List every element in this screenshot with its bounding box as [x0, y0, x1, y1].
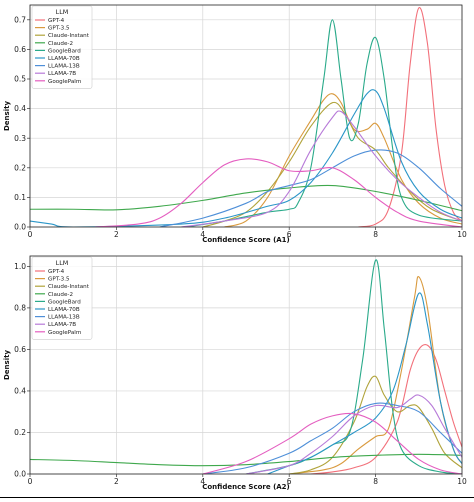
- y-tick-label: 0.6: [14, 45, 26, 54]
- legend-box: [31, 256, 93, 340]
- legend-entry: GooglePalm: [48, 79, 81, 85]
- y-tick-label: 0.2: [14, 163, 26, 172]
- legend-entry: LLAMA-13B: [48, 64, 80, 70]
- x-tick-label: 2: [114, 230, 119, 239]
- legend-entry: LLAMA-7B: [48, 71, 76, 77]
- x-tick-label: 8: [373, 230, 378, 239]
- y-tick-label: 0.8: [14, 304, 26, 313]
- series-line-llama-70b: [30, 89, 462, 227]
- x-tick-label: 10: [457, 477, 467, 486]
- x-tick-label: 4: [200, 230, 205, 239]
- x-tick-label: 4: [200, 477, 205, 486]
- panel-1: 0 2 4 6 8 10 0.0 0.1 0.2 0.3 0.4 0.5 0.6 0.7 Confidenc…: [3, 4, 467, 244]
- y-tick-label: 0.2: [14, 428, 26, 437]
- panel-2: 0 2 4 6 8 10 0.0 0.2 0.4 0.6 0.8 1.0 Confidence Scor…: [3, 255, 467, 491]
- x-tick-label: 8: [373, 477, 378, 486]
- series-line-gpt-4: [310, 344, 462, 474]
- legend-entry: LLAMA-70B: [48, 307, 80, 313]
- axes-frame: [29, 4, 463, 228]
- axes-frame: [29, 255, 463, 475]
- legend-box: [31, 5, 93, 89]
- y-tick-label: 0.4: [14, 104, 26, 113]
- series-line-googlepalm: [202, 412, 462, 474]
- x-tick-label: 6: [287, 477, 292, 486]
- legend-entry: GPT-4: [48, 269, 65, 275]
- legend-entry: GoogleBard: [48, 299, 81, 305]
- x-tick-label: 6: [287, 230, 292, 239]
- legend-entry: GPT-3.5: [48, 26, 70, 32]
- legend-title: LLM: [56, 8, 69, 16]
- y-tick-label: 0.3: [14, 134, 26, 143]
- y-axis-label: Density: [3, 101, 11, 131]
- legend-entry: Claude-2: [48, 292, 73, 298]
- legend-entry: Claude-Instant: [48, 33, 90, 39]
- legend-entry: GPT-3.5: [48, 277, 70, 283]
- y-tick-label: 0.5: [14, 75, 26, 84]
- legend: LLMGPT-4GPT-3.5Claude-InstantClaude-2Goo…: [31, 256, 93, 340]
- series-line-llama-70b: [267, 292, 462, 474]
- y-axis-label: Density: [3, 350, 11, 380]
- legend: LLMGPT-4GPT-3.5Claude-InstantClaude-2Goo…: [31, 5, 93, 89]
- legend-entry: LLAMA-7B: [48, 322, 76, 328]
- y-tick-label: 0.0: [14, 470, 26, 479]
- y-tick-label: 0.4: [14, 387, 26, 396]
- y-tick-label: 0.6: [14, 345, 26, 354]
- x-tick-label: 2: [114, 477, 119, 486]
- x-axis-label: Confidence Score (A1): [202, 236, 290, 244]
- legend-entry: GPT-4: [48, 18, 65, 24]
- series-line-llama-7b: [245, 394, 462, 474]
- legend-entry: LLAMA-70B: [48, 56, 80, 62]
- y-tick-label: 1.0: [14, 262, 26, 271]
- x-tick-label: 10: [457, 230, 467, 239]
- series-line-claude-2: [30, 453, 462, 467]
- series-line-googlepalm: [94, 158, 462, 227]
- legend-entry: Claude-Instant: [48, 284, 90, 290]
- legend-entry: GooglePalm: [48, 330, 81, 336]
- legend-title: LLM: [56, 259, 69, 267]
- series-line-llama-13b: [202, 402, 462, 474]
- plot-area: [30, 5, 462, 227]
- y-tick-label: 0.7: [14, 15, 26, 24]
- y-tick-label: 0.1: [14, 193, 26, 202]
- series-line-llama-7b: [181, 110, 462, 227]
- legend-entry: GoogleBard: [48, 48, 81, 54]
- x-tick-label: 0: [28, 477, 33, 486]
- x-tick-label: 0: [28, 230, 33, 239]
- y-tick-label: 0.0: [14, 223, 26, 232]
- legend-entry: Claude-2: [48, 41, 73, 47]
- x-axis-label: Confidence Score (A2): [202, 483, 290, 491]
- series-line-claude-2: [30, 184, 462, 212]
- legend-entry: LLAMA-13B: [48, 315, 80, 321]
